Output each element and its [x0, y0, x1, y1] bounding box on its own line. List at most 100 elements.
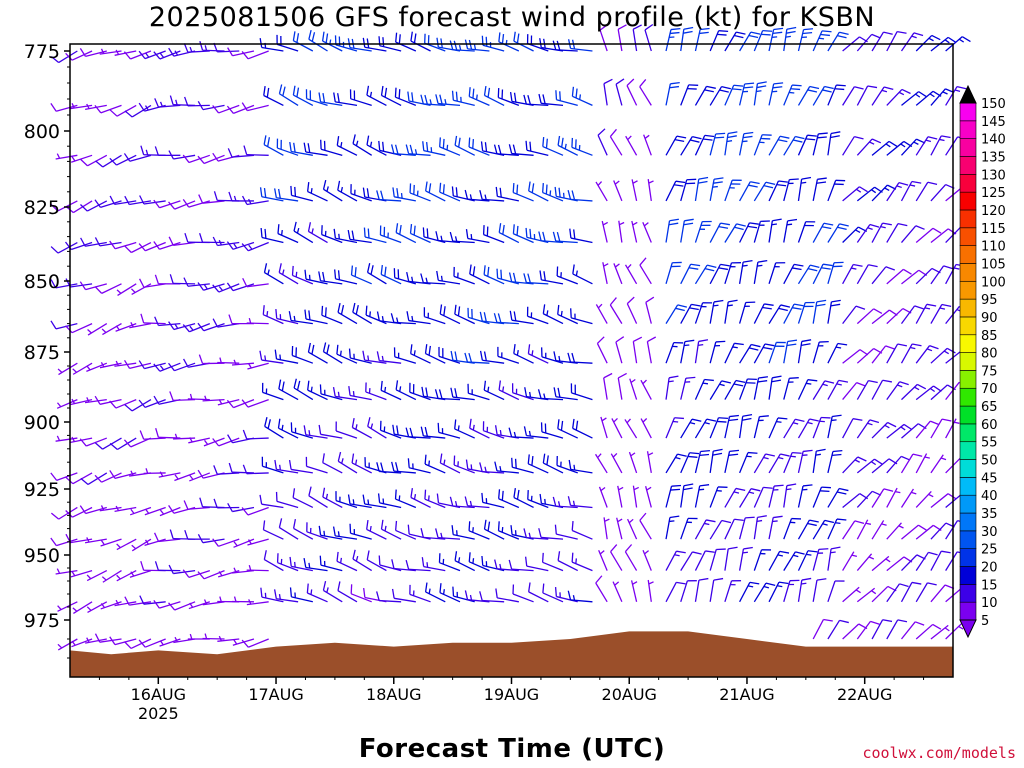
colorbar-segment — [959, 477, 977, 496]
wind-barb — [79, 437, 108, 447]
wind-barb — [915, 34, 941, 52]
wind-barb — [333, 228, 358, 244]
wind-barb — [783, 339, 798, 364]
wind-barb — [915, 551, 938, 571]
colorbar-tick-label: 15 — [981, 578, 998, 593]
wind-barb — [709, 519, 732, 540]
wind-barb — [628, 451, 638, 474]
wind-barb — [738, 413, 753, 439]
wind-barb — [465, 229, 490, 244]
wind-barb — [709, 85, 731, 106]
wind-barb — [436, 270, 461, 285]
wind-barb — [197, 154, 225, 165]
wind-barb — [827, 487, 849, 508]
wind-barb — [468, 521, 490, 540]
wind-barb — [665, 341, 684, 364]
wind-barb — [182, 569, 211, 578]
wind-barb — [347, 229, 372, 244]
wind-barb — [709, 417, 729, 439]
wind-barb — [886, 88, 911, 106]
wind-barb — [94, 104, 122, 114]
wind-barb — [632, 24, 642, 52]
wind-barb — [856, 33, 881, 52]
wind-barb — [376, 190, 402, 202]
wind-barb — [812, 341, 829, 364]
wind-barb — [542, 453, 564, 474]
wind-barb — [783, 418, 805, 439]
wind-barb — [259, 494, 284, 509]
wind-barb — [930, 584, 955, 603]
wind-barb — [70, 103, 93, 110]
wind-barb — [571, 552, 593, 572]
wind-barb — [483, 265, 505, 285]
wind-barb — [542, 183, 564, 202]
wind-barb — [827, 414, 842, 439]
wind-barb — [260, 227, 284, 244]
wind-barb — [900, 225, 925, 243]
y-tick-label: 975 — [24, 610, 60, 632]
wind-barb — [642, 549, 652, 571]
wind-barb — [570, 308, 593, 325]
wind-barb — [709, 132, 726, 156]
wind-barb — [609, 128, 623, 156]
wind-barb — [513, 344, 534, 364]
wind-barb — [288, 311, 313, 325]
wind-barb — [900, 581, 922, 603]
colorbar-segment — [959, 584, 977, 603]
wind-barb — [241, 398, 269, 408]
colorbar-tick-label: 90 — [981, 311, 998, 326]
wind-barb — [753, 486, 773, 508]
wind-barb — [261, 456, 284, 474]
wind-barb — [709, 340, 726, 364]
wind-barb — [827, 261, 844, 285]
colorbar-segment — [959, 387, 977, 407]
wind-barb — [94, 237, 122, 247]
wind-barb — [494, 461, 519, 474]
wind-barb — [553, 387, 578, 401]
wind-barb — [624, 544, 638, 571]
wind-barb — [217, 635, 240, 642]
wind-barb — [376, 351, 402, 364]
wind-barb — [783, 377, 799, 400]
wind-barb — [292, 518, 314, 540]
colorbar-tick-label: 125 — [981, 186, 1006, 201]
wind-barb — [454, 135, 476, 156]
wind-barb — [467, 383, 490, 401]
wind-barb — [915, 303, 937, 324]
colorbar-segment — [959, 441, 977, 460]
wind-barb — [278, 379, 299, 401]
wind-barb — [437, 422, 461, 439]
wind-barb — [738, 259, 753, 284]
wind-barb — [101, 570, 122, 583]
colorbar-tick-label: 100 — [981, 275, 1006, 290]
wind-barb — [198, 194, 225, 204]
wind-barb — [812, 30, 832, 52]
colorbar-tick-label: 80 — [981, 347, 998, 362]
wind-barb — [797, 85, 820, 106]
wind-barb — [571, 137, 593, 156]
colorbar-tick-label: 50 — [981, 454, 998, 469]
wind-barb — [827, 546, 841, 571]
wind-barb — [420, 273, 446, 285]
wind-barb — [495, 186, 519, 202]
wind-barb — [143, 468, 166, 475]
wind-barb — [842, 305, 866, 324]
wind-barb — [276, 553, 299, 572]
wind-barb — [410, 488, 431, 509]
wind-barb — [70, 154, 93, 163]
wind-barb — [613, 263, 623, 285]
colorbar-tick-label: 135 — [981, 150, 1006, 165]
wind-barb — [753, 515, 767, 540]
wind-barb — [930, 418, 952, 439]
wind-barb — [362, 37, 387, 52]
colorbar-tick-label: 60 — [981, 418, 998, 433]
wind-barb — [901, 524, 927, 540]
wind-barb — [50, 320, 78, 330]
colorbar-tick-label: 70 — [981, 382, 998, 397]
wind-barb — [768, 417, 788, 439]
wind-barb — [915, 345, 939, 364]
wind-barb — [336, 344, 358, 364]
wind-barb — [595, 303, 608, 324]
wind-barb — [626, 78, 638, 106]
wind-barb — [350, 184, 372, 202]
